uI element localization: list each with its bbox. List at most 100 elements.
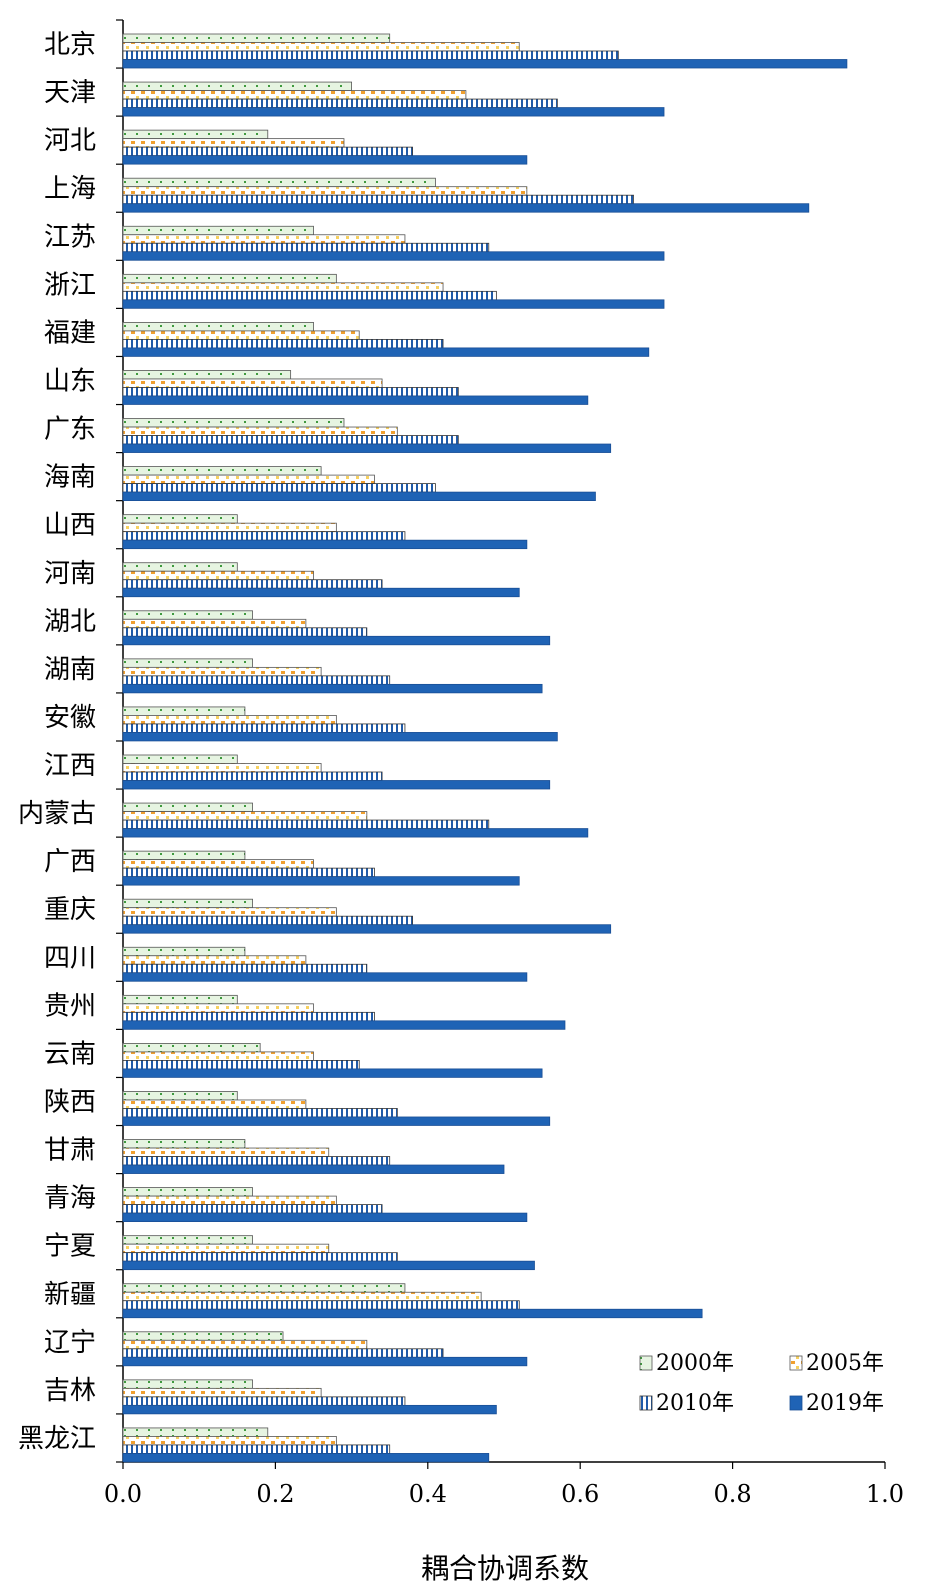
bar-河北-2010年 <box>122 146 413 157</box>
bar-陕西-2019年 <box>122 1116 551 1126</box>
x-axis-title: 耦合协调系数 <box>421 1552 589 1585</box>
bar-浙江-2019年 <box>122 299 665 309</box>
bar-江苏-2010年 <box>122 242 490 253</box>
legend-label: 2019年 <box>806 1391 884 1416</box>
bar-江西-2000年 <box>122 754 238 764</box>
legend-swatch <box>639 1355 653 1371</box>
bar-吉林-2000年 <box>122 1379 253 1389</box>
bar-湖南-2019年 <box>122 683 543 694</box>
bar-广东-2005年 <box>122 426 398 436</box>
category-label: 青海 <box>44 1184 96 1214</box>
category-label: 黑龙江 <box>18 1424 96 1454</box>
bar-河南-2010年 <box>122 579 383 589</box>
bar-内蒙古-2005年 <box>122 811 368 821</box>
bar-宁夏-2010年 <box>122 1252 398 1262</box>
bar-山东-2000年 <box>122 370 292 380</box>
bar-上海-2019年 <box>122 203 810 213</box>
bar-新疆-2019年 <box>122 1308 703 1319</box>
bar-青海-2000年 <box>122 1187 253 1197</box>
category-label: 重庆 <box>44 895 96 925</box>
bar-河北-2000年 <box>122 129 269 140</box>
category-label: 湖南 <box>44 655 96 685</box>
x-tick-label: 0.8 <box>714 1480 752 1508</box>
category-label: 安徽 <box>44 703 96 733</box>
legend: 2000年 2005年 2010年 2019年 <box>639 1351 884 1416</box>
category-label: 四川 <box>44 943 96 973</box>
bar-河南-2019年 <box>122 587 520 598</box>
category-label: 云南 <box>44 1039 96 1069</box>
category-label: 陕西 <box>44 1088 96 1118</box>
bar-江西-2019年 <box>122 780 551 790</box>
bar-海南-2005年 <box>122 474 375 485</box>
category-label: 辽宁 <box>44 1328 96 1358</box>
bar-湖北-2005年 <box>122 618 307 629</box>
bar-辽宁-2005年 <box>122 1339 368 1350</box>
category-label: 天津 <box>44 78 96 108</box>
bar-山西-2005年 <box>122 522 337 533</box>
bar-新疆-2010年 <box>122 1300 520 1310</box>
bar-陕西-2005年 <box>122 1099 307 1109</box>
bar-内蒙古-2010年 <box>122 819 490 829</box>
bar-上海-2005年 <box>122 186 528 196</box>
category-label: 宁夏 <box>44 1232 96 1262</box>
bar-天津-2005年 <box>122 90 467 100</box>
bar-吉林-2010年 <box>122 1396 406 1406</box>
bar-重庆-2000年 <box>122 898 253 909</box>
bar-黑龙江-2019年 <box>122 1453 490 1463</box>
bar-贵州-2000年 <box>122 994 238 1005</box>
category-label: 山东 <box>44 367 96 397</box>
bar-海南-2000年 <box>122 466 322 476</box>
bar-河南-2000年 <box>122 562 238 572</box>
bar-吉林-2005年 <box>122 1387 322 1398</box>
bar-辽宁-2010年 <box>122 1348 444 1358</box>
bar-内蒙古-2019年 <box>122 828 589 838</box>
bar-湖北-2000年 <box>122 610 253 620</box>
legend-label: 2010年 <box>656 1391 734 1416</box>
category-label: 浙江 <box>44 270 96 300</box>
bar-黑龙江-2005年 <box>122 1436 337 1446</box>
bar-浙江-2010年 <box>122 290 497 301</box>
bar-广东-2019年 <box>122 443 612 453</box>
bar-福建-2019年 <box>122 347 650 357</box>
category-label: 湖北 <box>44 607 96 637</box>
bar-海南-2019年 <box>122 491 596 502</box>
bar-四川-2019年 <box>122 972 528 982</box>
category-label: 北京 <box>44 30 96 60</box>
bar-新疆-2000年 <box>122 1283 406 1293</box>
bar-福建-2000年 <box>122 321 314 332</box>
bar-青海-2019年 <box>122 1212 528 1222</box>
category-label: 河南 <box>44 559 96 589</box>
x-tick-label: 0.4 <box>409 1480 447 1508</box>
category-label: 内蒙古 <box>18 799 96 829</box>
bar-青海-2010年 <box>122 1204 383 1214</box>
bar-云南-2005年 <box>122 1051 314 1061</box>
bar-江苏-2019年 <box>122 251 665 261</box>
bar-山东-2010年 <box>122 387 459 397</box>
bar-湖南-2005年 <box>122 666 322 677</box>
bar-宁夏-2019年 <box>122 1260 535 1271</box>
category-label: 河北 <box>44 126 96 156</box>
bar-安徽-2000年 <box>122 706 246 716</box>
bar-宁夏-2000年 <box>122 1235 253 1245</box>
category-label: 江苏 <box>44 222 96 252</box>
bar-新疆-2005年 <box>122 1291 482 1302</box>
category-label: 海南 <box>44 463 96 493</box>
bar-辽宁-2000年 <box>122 1331 284 1341</box>
bar-云南-2019年 <box>122 1068 543 1078</box>
bar-上海-2010年 <box>122 194 634 205</box>
bar-四川-2005年 <box>122 955 307 965</box>
bar-山西-2019年 <box>122 539 528 550</box>
bars <box>122 33 848 1463</box>
bar-黑龙江-2000年 <box>122 1427 269 1437</box>
bar-甘肃-2005年 <box>122 1147 330 1157</box>
bar-山东-2019年 <box>122 395 589 405</box>
bar-青海-2005年 <box>122 1195 337 1205</box>
bar-河南-2005年 <box>122 570 314 581</box>
bar-河北-2005年 <box>122 138 345 148</box>
bar-云南-2010年 <box>122 1060 360 1070</box>
x-tick-label: 1.0 <box>866 1480 904 1508</box>
bar-河北-2019年 <box>122 155 528 165</box>
bar-江苏-2005年 <box>122 234 406 244</box>
bar-甘肃-2019年 <box>122 1164 505 1174</box>
